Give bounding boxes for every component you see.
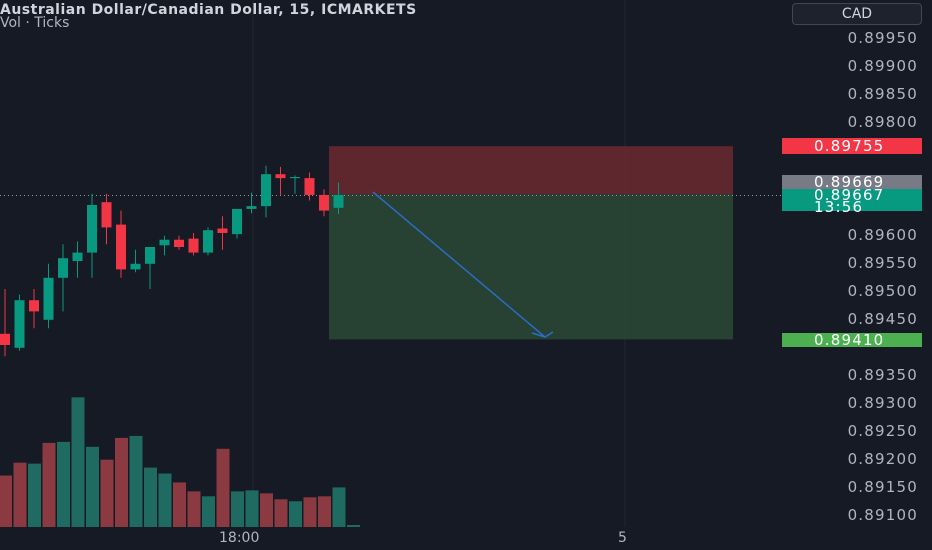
candle-body (232, 208, 242, 235)
volume-bar (289, 501, 302, 527)
volume-bar (260, 493, 273, 527)
candle-body (159, 239, 170, 246)
candle-body (246, 206, 257, 209)
volume-bar (202, 496, 215, 527)
currency-button[interactable]: CAD (792, 3, 922, 25)
volume-bar (245, 490, 259, 527)
take-profit-zone (329, 194, 733, 340)
time-axis-label: 18:00 (219, 530, 260, 546)
candle-body (116, 224, 126, 270)
candle-body (275, 174, 286, 179)
candle-body (319, 194, 329, 211)
take-profit-price-tag[interactable]: 0.89410 (782, 333, 922, 348)
symbol-title[interactable]: Australian Dollar/Canadian Dollar, 15, I… (0, 2, 417, 18)
candle-body (333, 194, 344, 208)
candle-body (72, 252, 83, 261)
price-axis-label: 0.89800 (847, 113, 918, 131)
volume-bar (158, 473, 172, 527)
entry-price-tag[interactable]: 0.89669 (782, 175, 922, 190)
volume-bar (274, 499, 288, 527)
price-axis-label: 0.89350 (847, 366, 918, 384)
volume-bar (28, 463, 41, 527)
price-axis-label: 0.89250 (847, 422, 918, 440)
volume-indicator-label[interactable]: Vol · Ticks (0, 15, 70, 31)
price-axis-label: 0.89100 (847, 506, 918, 524)
volume-bar (71, 397, 85, 527)
candle-body (188, 238, 199, 253)
trend-arrow-line (372, 191, 546, 338)
volume-bar (57, 441, 70, 527)
volume-bar (187, 491, 201, 527)
candle-body (43, 277, 54, 320)
candle-body (0, 333, 10, 345)
volume-bar (0, 475, 12, 527)
volume-bar (347, 525, 360, 527)
candle-countdown: 13:56 (814, 198, 864, 216)
candle-body (290, 177, 300, 179)
volume-bar (216, 448, 230, 527)
volume-bar (332, 487, 346, 527)
current-price-tag[interactable]: 0.89667 13:56 (782, 186, 922, 216)
volume-bar (144, 467, 157, 527)
volume-bar (173, 482, 186, 527)
volume-bar (42, 442, 56, 527)
price-axis-label: 0.89900 (847, 57, 918, 75)
price-axis-label: 0.89150 (847, 478, 918, 496)
candle-body (203, 230, 213, 253)
volume-bar (231, 491, 244, 527)
candle-body (14, 300, 25, 348)
stop-loss-zone (329, 146, 733, 195)
volume-bar (303, 497, 317, 527)
current-price-value: 0.89667 (814, 186, 885, 204)
volume-bar (115, 437, 128, 527)
trend-arrow-head (531, 331, 554, 338)
price-axis-label: 0.89200 (847, 450, 918, 468)
candle-body (145, 247, 155, 264)
price-axis-label: 0.89550 (847, 254, 918, 272)
candle-body (58, 258, 68, 278)
candle-body (130, 263, 141, 270)
candle-body (304, 178, 315, 195)
price-axis-label: 0.89450 (847, 310, 918, 328)
price-axis-label: 0.89950 (847, 29, 918, 47)
volume-bar (100, 459, 114, 527)
stop-loss-price-tag[interactable]: 0.89755 (782, 138, 922, 154)
price-axis-label: 0.89300 (847, 394, 918, 412)
candle-body (29, 300, 39, 312)
volume-bar (13, 462, 27, 527)
price-axis-label: 0.89600 (847, 226, 918, 244)
time-axis-label: 5 (618, 530, 627, 546)
volume-bar (86, 446, 99, 527)
candle-body (87, 205, 97, 253)
price-axis-label: 0.89850 (847, 85, 918, 103)
candle-body (261, 174, 271, 207)
candle-body (217, 228, 228, 233)
candle-body (174, 239, 184, 247)
volume-bar (318, 496, 331, 527)
price-axis-label: 0.89500 (847, 282, 918, 300)
candle-body (101, 202, 112, 228)
volume-bar (129, 435, 143, 527)
